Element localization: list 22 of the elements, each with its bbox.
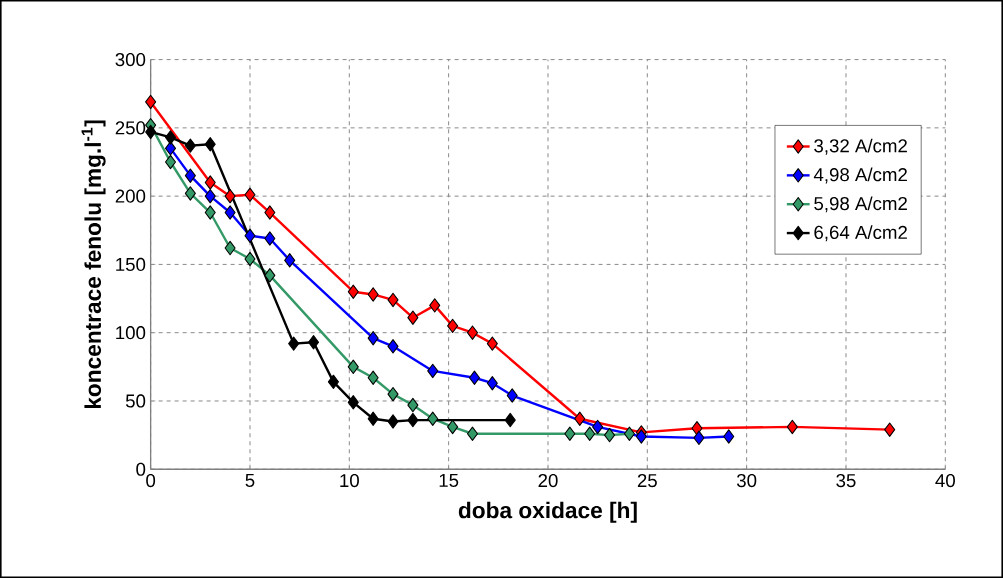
x-tick-label: 10 [340, 473, 359, 488]
y-tick-label: 0 [136, 462, 146, 476]
legend-label: 3,32 A/cm2 [814, 138, 907, 155]
y-tick-label: 300 [115, 52, 146, 67]
legend-label: 5,98 A/cm2 [814, 196, 907, 213]
legend-label: 6,64 A/cm2 [814, 225, 907, 242]
x-tick-label: 30 [736, 473, 757, 488]
y-axis-title: koncentrace fenolu [mg.l$^{-1}$] [81, 120, 106, 409]
y-tick-label: 200 [115, 189, 146, 203]
y-tick-label: 100 [116, 326, 146, 340]
x-tick-label: 25 [637, 473, 657, 488]
x-tick-label: 0 [146, 473, 156, 488]
y-tick-label: 150 [116, 257, 146, 271]
y-tick-label: 50 [125, 394, 146, 408]
x-tick-label: 35 [836, 473, 856, 488]
x-axis-title: doba oxidace [h] [458, 501, 637, 523]
x-tick-label: 15 [439, 473, 459, 487]
legend-label: 4,98 A/cm2 [813, 167, 907, 184]
x-tick-label: 40 [935, 473, 955, 488]
x-tick-label: 20 [538, 473, 558, 488]
y-tick-label: 250 [115, 121, 146, 135]
x-tick-label: 5 [245, 473, 255, 487]
